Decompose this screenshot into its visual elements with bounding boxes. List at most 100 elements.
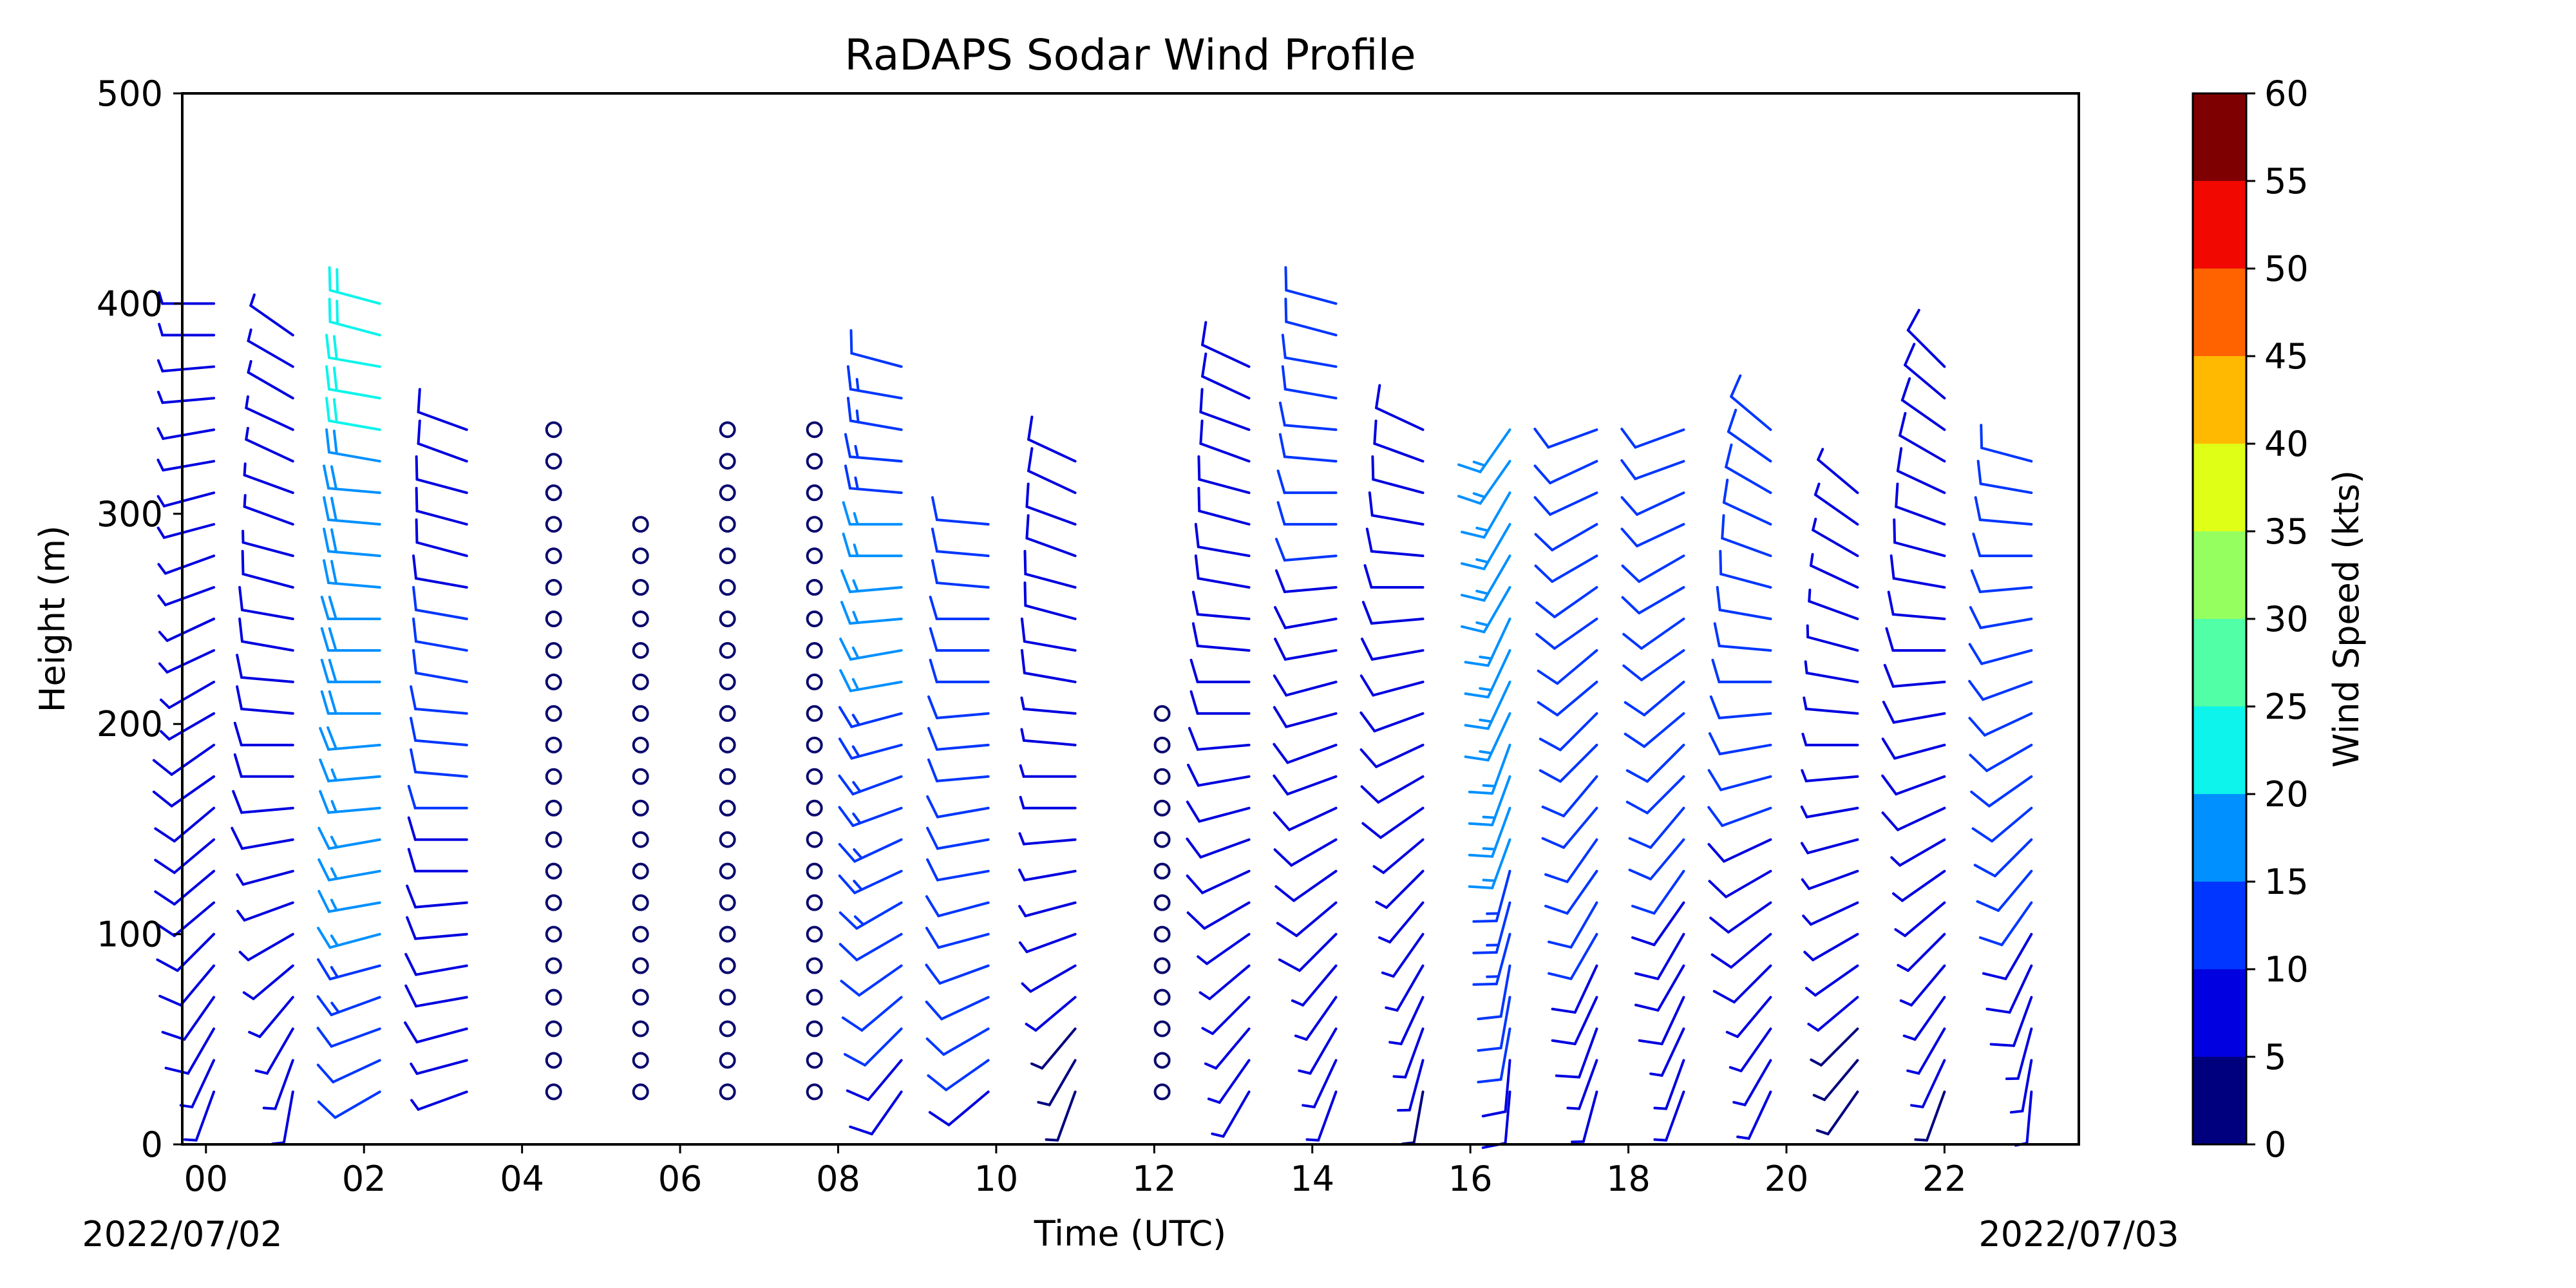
wind-barb [1716, 585, 1772, 620]
wind-barb [1302, 1059, 1338, 1108]
wind-barb [1707, 769, 1772, 791]
wind-barb [1464, 618, 1511, 667]
wind-barb [1371, 455, 1425, 495]
wind-barb [323, 527, 381, 558]
wind-barb [325, 334, 381, 368]
wind-barb [1360, 638, 1425, 661]
wind-barb [1709, 901, 1772, 934]
calm-marker [719, 421, 736, 439]
wind-barb [842, 533, 903, 558]
wind-barb [410, 717, 468, 746]
calm-marker [806, 579, 823, 596]
colorbar-tick-label: 15 [2264, 862, 2309, 902]
wind-barb [243, 462, 294, 495]
wind-barb [1982, 933, 2033, 980]
colorbar-segment [2193, 444, 2246, 531]
wind-barb [1976, 460, 2033, 495]
calm-marker [545, 989, 562, 1006]
wind-barb [1628, 838, 1685, 881]
wind-barb [317, 927, 381, 949]
wind-barb [1736, 1090, 1772, 1140]
wind-barb [931, 527, 990, 558]
wind-barb [1468, 806, 1511, 858]
calm-marker [545, 925, 562, 943]
calm-marker [719, 516, 736, 533]
end-date-label: 2022/07/03 [1978, 1214, 2179, 1255]
colorbar-segment [2193, 531, 2246, 619]
calm-marker [545, 1020, 562, 1037]
wind-barb [404, 952, 468, 976]
calm-marker [806, 989, 823, 1006]
wind-barb [417, 419, 468, 463]
calm-marker [719, 641, 736, 659]
colorbar-tick-label: 5 [2264, 1037, 2286, 1077]
wind-barb [1881, 737, 1946, 760]
y-tick-label: 500 [97, 73, 163, 114]
wind-barb [1363, 564, 1425, 589]
wind-barb [1805, 964, 1859, 997]
wind-barb [1970, 569, 2033, 594]
wind-barb [1807, 996, 1859, 1032]
calm-marker [719, 579, 736, 596]
y-axis: 0 100 200 300 400 500 [97, 73, 182, 1165]
wind-barb [1810, 1027, 1859, 1067]
wind-barb [1887, 591, 1946, 620]
wind-barb [1020, 649, 1077, 683]
wind-barb [156, 359, 216, 373]
wind-barb [242, 964, 294, 1000]
colorbar: 0 5 10 15 20 25 30 35 40 45 50 55 60 [2192, 73, 2309, 1165]
wind-barb [238, 585, 294, 620]
wind-barb [410, 1059, 468, 1075]
wind-barb [1978, 901, 2033, 947]
wind-barb [1457, 460, 1511, 505]
wind-barb [1725, 443, 1772, 495]
calm-marker [806, 925, 823, 943]
wind-barb [410, 748, 468, 778]
wind-barb [159, 680, 216, 709]
wind-barb [1360, 775, 1425, 804]
wind-barb [1881, 774, 1946, 796]
wind-barb [1710, 933, 1772, 969]
calm-marker [632, 989, 649, 1006]
wind-barb [236, 901, 294, 922]
wind-barb [1620, 459, 1685, 480]
wind-barb [1712, 964, 1772, 1004]
wind-barb [407, 784, 468, 810]
wind-barb [1477, 996, 1511, 1052]
wind-barb [243, 494, 294, 526]
wind-barb [1620, 428, 1685, 449]
colorbar-segment [2193, 1057, 2246, 1144]
wind-barb [1464, 680, 1511, 730]
calm-marker [719, 1052, 736, 1069]
wind-barb [1278, 933, 1338, 972]
wind-barb [1899, 964, 1946, 1007]
wind-barb [1631, 901, 1685, 947]
wind-barb [1481, 1059, 1511, 1118]
wind-barb [1628, 806, 1685, 849]
wind-barb [1730, 374, 1772, 431]
wind-barb [410, 1090, 468, 1111]
wind-barb [1359, 743, 1425, 768]
wind-barb [158, 618, 216, 642]
wind-barb [1276, 469, 1338, 495]
wind-barb [843, 1027, 903, 1067]
y-tick-label: 400 [97, 283, 163, 324]
calm-marker [1153, 1052, 1171, 1069]
wind-barb [849, 1090, 903, 1135]
y-tick-label: 100 [97, 914, 163, 955]
wind-barb [1388, 996, 1425, 1046]
wind-barb [406, 884, 468, 909]
calm-marker [719, 989, 736, 1006]
wind-barb [925, 963, 990, 985]
start-date-label: 2022/07/02 [82, 1214, 282, 1255]
colorbar-tick-label: 40 [2264, 424, 2309, 464]
wind-barb [1801, 769, 1859, 782]
y-axis-label: Height (m) [32, 526, 73, 712]
wind-barb [1392, 1027, 1425, 1079]
wind-barb [1375, 384, 1425, 431]
calm-marker [1153, 705, 1171, 722]
wind-barb [236, 654, 294, 683]
x-tick-label: 20 [1765, 1159, 1809, 1199]
wind-barb [1385, 964, 1425, 1012]
wind-barb [1533, 491, 1598, 516]
